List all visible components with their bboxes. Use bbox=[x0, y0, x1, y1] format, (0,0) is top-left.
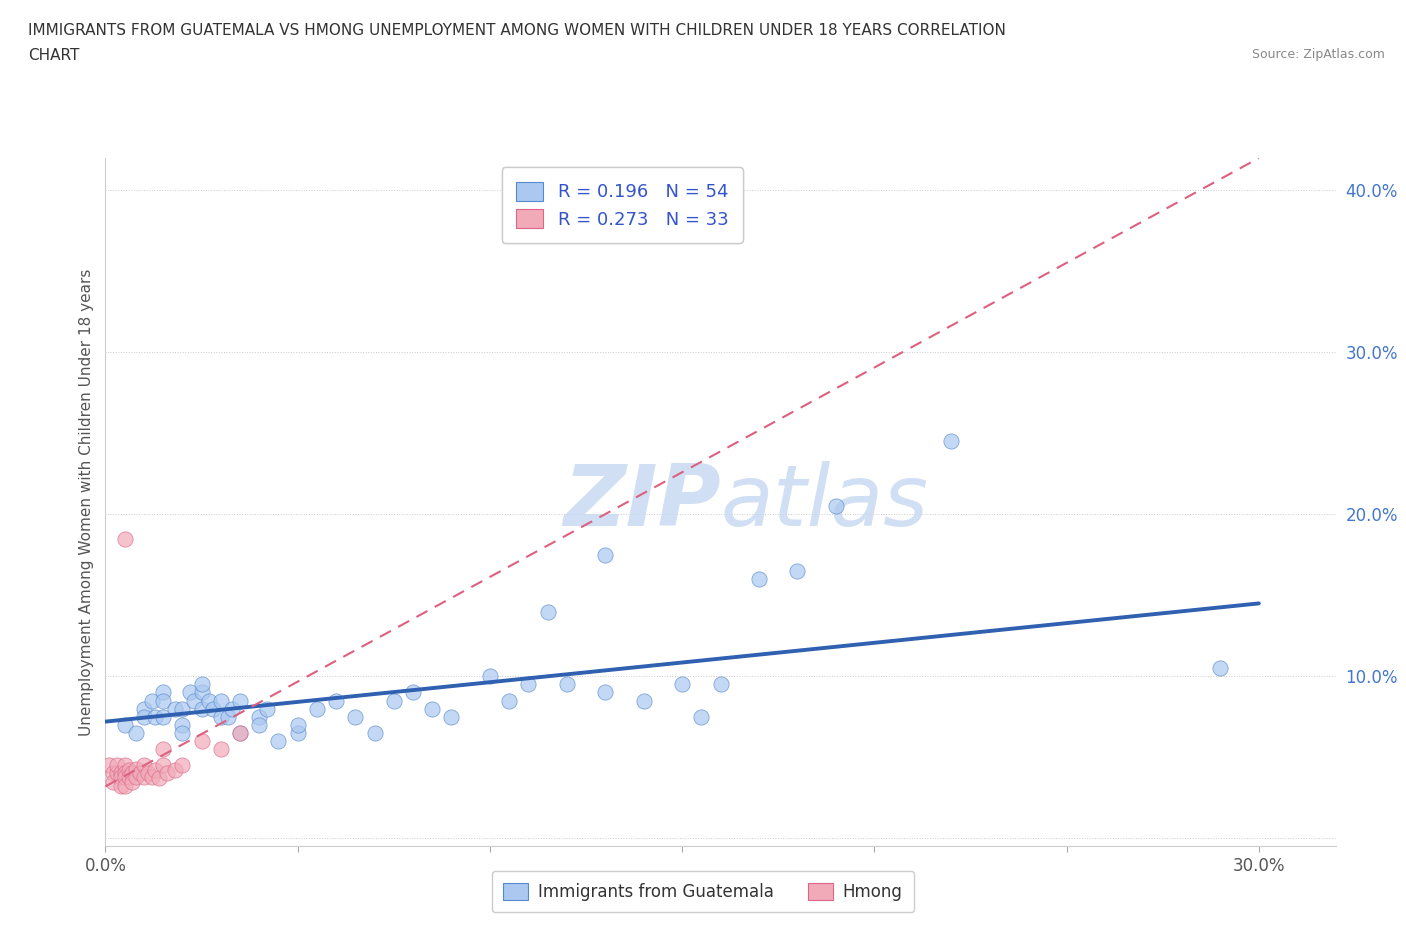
Point bbox=[209, 693, 232, 708]
Point bbox=[117, 769, 139, 784]
Point bbox=[190, 701, 212, 716]
Point bbox=[110, 779, 132, 794]
Point bbox=[183, 693, 205, 708]
Point bbox=[363, 725, 385, 740]
Point bbox=[190, 734, 212, 749]
Point bbox=[190, 685, 212, 700]
Point bbox=[152, 710, 174, 724]
Point bbox=[148, 771, 170, 786]
Text: IMMIGRANTS FROM GUATEMALA VS HMONG UNEMPLOYMENT AMONG WOMEN WITH CHILDREN UNDER : IMMIGRANTS FROM GUATEMALA VS HMONG UNEMP… bbox=[28, 23, 1007, 38]
Point bbox=[129, 766, 152, 781]
Point bbox=[141, 693, 163, 708]
Text: ZIP: ZIP bbox=[562, 460, 721, 544]
Point bbox=[440, 710, 463, 724]
Point bbox=[633, 693, 655, 708]
Point bbox=[152, 693, 174, 708]
Point bbox=[941, 434, 963, 449]
Point bbox=[287, 717, 309, 732]
Point bbox=[152, 742, 174, 757]
Point bbox=[344, 710, 367, 724]
Point bbox=[117, 763, 139, 777]
Point bbox=[305, 701, 328, 716]
Point bbox=[179, 685, 201, 700]
Point bbox=[190, 677, 212, 692]
Point bbox=[325, 693, 347, 708]
Point bbox=[101, 774, 124, 789]
Point bbox=[402, 685, 425, 700]
Point bbox=[121, 774, 143, 789]
Point bbox=[121, 766, 143, 781]
Point bbox=[420, 701, 443, 716]
Point bbox=[267, 734, 290, 749]
Point bbox=[555, 677, 578, 692]
Point bbox=[247, 710, 270, 724]
Point bbox=[114, 769, 136, 784]
Legend: Immigrants from Guatemala, Hmong: Immigrants from Guatemala, Hmong bbox=[492, 870, 914, 912]
Point bbox=[710, 677, 733, 692]
Point bbox=[132, 758, 155, 773]
Point bbox=[382, 693, 405, 708]
Point bbox=[132, 701, 155, 716]
Point bbox=[593, 685, 616, 700]
Point bbox=[132, 710, 155, 724]
Legend: R = 0.196   N = 54, R = 0.273   N = 33: R = 0.196 N = 54, R = 0.273 N = 33 bbox=[502, 167, 742, 243]
Point bbox=[209, 710, 232, 724]
Point bbox=[786, 564, 808, 578]
Point bbox=[478, 669, 501, 684]
Y-axis label: Unemployment Among Women with Children Under 18 years: Unemployment Among Women with Children U… bbox=[79, 269, 94, 736]
Point bbox=[125, 761, 148, 776]
Point bbox=[163, 701, 186, 716]
Point bbox=[145, 763, 167, 777]
Point bbox=[98, 758, 121, 773]
Point bbox=[229, 725, 252, 740]
Point bbox=[671, 677, 693, 692]
Point bbox=[198, 693, 221, 708]
Point bbox=[172, 701, 194, 716]
Point bbox=[152, 685, 174, 700]
Point bbox=[229, 693, 252, 708]
Point bbox=[218, 710, 240, 724]
Point bbox=[748, 572, 770, 587]
Point bbox=[498, 693, 520, 708]
Point bbox=[132, 769, 155, 784]
Point bbox=[256, 701, 278, 716]
Point bbox=[114, 531, 136, 546]
Point bbox=[172, 725, 194, 740]
Point bbox=[229, 725, 252, 740]
Point bbox=[141, 769, 163, 784]
Point bbox=[114, 758, 136, 773]
Point bbox=[101, 766, 124, 781]
Point bbox=[110, 766, 132, 781]
Point bbox=[1209, 660, 1232, 675]
Text: Source: ZipAtlas.com: Source: ZipAtlas.com bbox=[1251, 48, 1385, 61]
Point bbox=[145, 710, 167, 724]
Point bbox=[825, 498, 848, 513]
Point bbox=[125, 769, 148, 784]
Point bbox=[536, 604, 558, 619]
Point bbox=[209, 742, 232, 757]
Point bbox=[202, 701, 225, 716]
Point bbox=[105, 766, 128, 781]
Point bbox=[172, 717, 194, 732]
Point bbox=[114, 717, 136, 732]
Point bbox=[125, 725, 148, 740]
Point bbox=[136, 766, 159, 781]
Point bbox=[221, 701, 243, 716]
Point bbox=[690, 710, 713, 724]
Point bbox=[114, 779, 136, 794]
Point bbox=[247, 717, 270, 732]
Point bbox=[110, 769, 132, 784]
Point bbox=[517, 677, 540, 692]
Text: atlas: atlas bbox=[721, 460, 928, 544]
Point bbox=[172, 758, 194, 773]
Point bbox=[163, 763, 186, 777]
Point bbox=[156, 766, 179, 781]
Text: CHART: CHART bbox=[28, 48, 80, 63]
Point bbox=[152, 758, 174, 773]
Point bbox=[114, 766, 136, 781]
Point bbox=[287, 725, 309, 740]
Point bbox=[105, 758, 128, 773]
Point bbox=[593, 548, 616, 563]
